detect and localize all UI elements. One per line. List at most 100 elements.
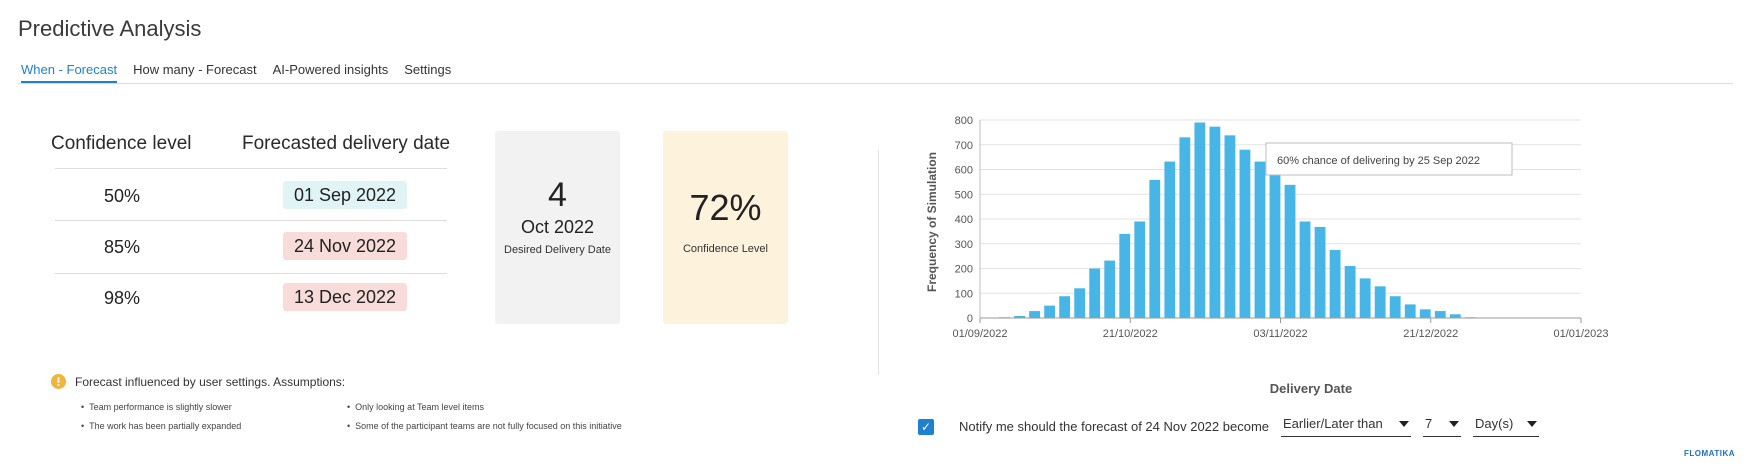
confidence-card: 72% Confidence Level bbox=[663, 131, 788, 324]
histogram-bar[interactable] bbox=[1029, 311, 1040, 318]
histogram-bar[interactable] bbox=[1389, 296, 1401, 318]
histogram-bar[interactable] bbox=[999, 317, 1010, 318]
condition-select[interactable]: Earlier/Later than bbox=[1281, 416, 1412, 437]
histogram-bar[interactable] bbox=[1509, 317, 1521, 319]
desired-day: 4 bbox=[548, 176, 567, 214]
histogram-bar[interactable] bbox=[1164, 161, 1176, 318]
histogram-bar[interactable] bbox=[1254, 161, 1266, 318]
chevron-down-icon bbox=[1527, 420, 1538, 427]
histogram-bar[interactable] bbox=[1209, 126, 1221, 319]
table-divider bbox=[55, 168, 447, 169]
histogram-bar[interactable] bbox=[1299, 221, 1311, 318]
page-title: Predictive Analysis bbox=[18, 16, 202, 41]
forecasted-date-header: Forecasted delivery date bbox=[242, 133, 451, 154]
desired-delivery-card: 4 Oct 2022 Desired Delivery Date bbox=[495, 131, 620, 324]
histogram-bar[interactable] bbox=[1089, 268, 1101, 319]
confidence-label: Confidence Level bbox=[682, 243, 768, 255]
condition-value: Earlier/Later than bbox=[1283, 416, 1383, 431]
y-tick-label: 700 bbox=[955, 140, 973, 152]
assumption-item: Team performance is slightly slower bbox=[81, 402, 232, 412]
histogram-bar[interactable] bbox=[1059, 296, 1071, 318]
tab-when-forecast[interactable]: When - Forecast bbox=[21, 62, 118, 83]
assumption-item: Only looking at Team level items bbox=[347, 402, 484, 412]
tab-bar: When - Forecast How many - Forecast AI-P… bbox=[21, 62, 451, 83]
histogram-bar[interactable] bbox=[1149, 179, 1161, 318]
histogram-bar[interactable] bbox=[1014, 316, 1025, 318]
forecast-date-badge: 24 Nov 2022 bbox=[283, 232, 407, 260]
y-axis-label: Frequency of Simulation bbox=[925, 152, 939, 292]
histogram-bar[interactable] bbox=[1344, 266, 1356, 318]
histogram-bar[interactable] bbox=[1134, 221, 1146, 318]
table-divider bbox=[55, 273, 447, 274]
y-tick-label: 400 bbox=[955, 214, 973, 226]
forecast-histogram: 0 100 200 300 400 500 600 700 800 01/09/2022 21/1… bbox=[925, 115, 1609, 396]
notification-row: ✓ Notify me should the forecast of 24 No… bbox=[918, 416, 1540, 437]
table-divider bbox=[55, 220, 447, 221]
section-divider bbox=[878, 150, 879, 375]
confidence-percentage: 72% bbox=[689, 187, 762, 228]
notify-checkbox[interactable]: ✓ bbox=[918, 418, 934, 435]
histogram-bar[interactable] bbox=[1194, 122, 1206, 318]
tab-ai-powered-insights[interactable]: AI-Powered insights bbox=[272, 62, 389, 77]
histogram-bar[interactable] bbox=[1374, 286, 1386, 318]
histogram-bar[interactable] bbox=[1434, 311, 1446, 318]
y-tick-label: 100 bbox=[955, 288, 973, 300]
histogram-bar[interactable] bbox=[1314, 226, 1326, 318]
histogram-bar[interactable] bbox=[1540, 317, 1551, 319]
y-tick-label: 200 bbox=[955, 264, 973, 276]
histogram-bar[interactable] bbox=[1224, 135, 1236, 318]
histogram-bar[interactable] bbox=[1359, 278, 1371, 318]
brand-logo: FLOMATIKA bbox=[1684, 449, 1736, 458]
tab-how-many-forecast[interactable]: How many - Forecast bbox=[133, 62, 257, 77]
amount-select[interactable]: 7 bbox=[1423, 416, 1462, 437]
chart-bars bbox=[984, 122, 1581, 319]
y-tick-label: 800 bbox=[955, 115, 973, 127]
histogram-bar[interactable] bbox=[1570, 317, 1581, 319]
warning-icon bbox=[51, 374, 66, 389]
tab-settings[interactable]: Settings bbox=[404, 62, 452, 77]
histogram-bar[interactable] bbox=[1419, 309, 1431, 318]
tooltip-text: 60% chance of delivering by 25 Sep 2022 bbox=[1277, 155, 1480, 167]
histogram-bar[interactable] bbox=[1074, 288, 1086, 318]
x-tick-label: 01/01/2023 bbox=[1553, 328, 1608, 340]
assumptions-title: Forecast influenced by user settings. As… bbox=[75, 375, 346, 389]
histogram-bar[interactable] bbox=[1479, 317, 1491, 319]
tab-divider bbox=[18, 83, 1733, 84]
assumption-item: Some of the participant teams are not fu… bbox=[347, 421, 622, 431]
histogram-bar[interactable] bbox=[1179, 137, 1191, 318]
assumption-item: The work has been partially expanded bbox=[81, 421, 241, 431]
confidence-level-header: Confidence level bbox=[51, 133, 192, 154]
histogram-bar[interactable] bbox=[1119, 233, 1131, 318]
amount-value: 7 bbox=[1425, 416, 1433, 431]
histogram-bar[interactable] bbox=[1239, 149, 1251, 318]
x-tick-label: 03/11/2022 bbox=[1253, 328, 1307, 340]
histogram-bar[interactable] bbox=[1269, 174, 1281, 318]
histogram-bar[interactable] bbox=[1044, 305, 1056, 318]
x-axis-label: Delivery Date bbox=[1270, 381, 1352, 396]
chevron-down-icon bbox=[1449, 420, 1460, 427]
histogram-bar[interactable] bbox=[1329, 249, 1341, 318]
x-tick-label: 21/12/2022 bbox=[1403, 328, 1458, 340]
confidence-value: 98% bbox=[103, 288, 141, 308]
histogram-bar[interactable] bbox=[1555, 317, 1566, 319]
y-tick-label: 600 bbox=[955, 165, 973, 177]
chevron-down-icon bbox=[1399, 420, 1410, 427]
histogram-bar[interactable] bbox=[1104, 260, 1116, 318]
histogram-bar[interactable] bbox=[1404, 304, 1416, 318]
y-tick-label: 500 bbox=[955, 189, 973, 201]
forecast-date-badge: 13 Dec 2022 bbox=[283, 283, 407, 311]
histogram-bar[interactable] bbox=[1464, 317, 1476, 318]
y-tick-label: 300 bbox=[955, 239, 973, 251]
histogram-bar[interactable] bbox=[984, 317, 995, 319]
histogram-bar[interactable] bbox=[1284, 184, 1296, 318]
chart-tooltip: 60% chance of delivering by 25 Sep 2022 bbox=[1265, 142, 1513, 176]
y-axis-ticks: 0 100 200 300 400 500 600 700 800 bbox=[955, 115, 973, 325]
y-tick-label: 0 bbox=[967, 313, 973, 325]
histogram-bar[interactable] bbox=[1449, 314, 1461, 318]
confidence-value: 50% bbox=[103, 186, 141, 206]
confidence-value: 85% bbox=[103, 237, 141, 257]
unit-select[interactable]: Day(s) bbox=[1473, 416, 1540, 437]
histogram-bar[interactable] bbox=[1494, 317, 1506, 319]
unit-value: Day(s) bbox=[1475, 416, 1514, 431]
histogram-bar[interactable] bbox=[1525, 317, 1536, 319]
